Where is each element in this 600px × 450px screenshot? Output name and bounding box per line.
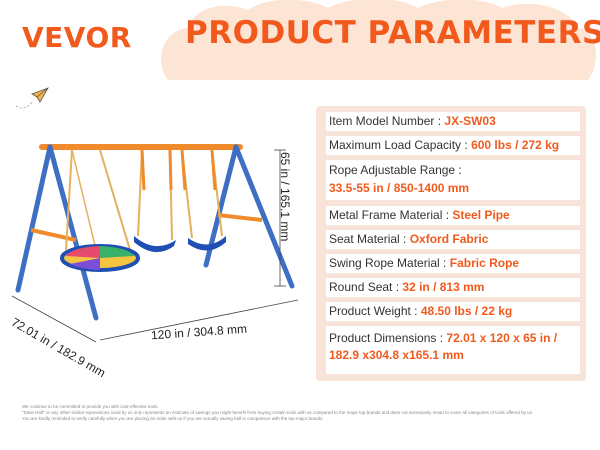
page-title: PRODUCT PARAMETERS: [185, 15, 600, 51]
spec-row-round-seat: Round Seat : 32 in / 813 mm: [326, 278, 580, 297]
spec-label: Round Seat :: [329, 280, 400, 294]
spec-row-frame: Metal Frame Material : Steel Pipe: [326, 206, 580, 225]
height-dimension-label: 65 in / 165.1 mm: [278, 152, 292, 242]
spec-row-model: Item Model Number : JX-SW03: [326, 112, 580, 131]
disclaimer-line: You are kindly reminded to verify carefu…: [22, 416, 324, 422]
spec-value: JX-SW03: [444, 114, 496, 128]
paper-plane-icon: [15, 87, 49, 109]
disclaimer-line: "Save Half" or any other similar express…: [22, 410, 534, 416]
spec-value: 33.5-55 in / 850-1400 mm: [329, 181, 470, 195]
spec-row-dimensions: Product Dimensions : 72.01 x 120 x 65 in…: [326, 326, 580, 374]
disclaimer-footer: We continue to be committed to provide y…: [22, 404, 582, 423]
spec-panel: Item Model Number : JX-SW03 Maximum Load…: [316, 106, 586, 381]
spec-row-rope-range: Rope Adjustable Range : 33.5-55 in / 850…: [326, 160, 580, 200]
spec-value: 72.01 x 120 x 65 in / 182.9 x304.8 x165.…: [329, 331, 558, 362]
vevor-logo: VEVOR: [22, 21, 132, 54]
swing-set-illustration: [11, 144, 299, 343]
spec-label: Swing Rope Material :: [329, 256, 447, 270]
spec-value: Steel Pipe: [452, 208, 510, 222]
spec-row-rope-material: Swing Rope Material : Fabric Rope: [326, 254, 580, 273]
title-cloud-banner: [160, 0, 597, 80]
spec-row-weight: Product Weight : 48.50 lbs / 22 kg: [326, 302, 580, 321]
spec-label: Rope Adjustable Range :: [329, 163, 462, 177]
spec-row-load: Maximum Load Capacity : 600 lbs / 272 kg: [326, 136, 580, 155]
spec-value: 48.50 lbs / 22 kg: [420, 304, 513, 318]
spec-value: 32 in / 813 mm: [402, 280, 485, 294]
spec-row-seat: Seat Material : Oxford Fabric: [326, 230, 580, 249]
spec-label: Product Weight :: [329, 304, 418, 318]
spec-value: Oxford Fabric: [409, 232, 489, 246]
spec-label: Item Model Number :: [329, 114, 442, 128]
spec-label: Metal Frame Material :: [329, 208, 450, 222]
spec-label: Maximum Load Capacity :: [329, 138, 468, 152]
spec-label: Product Dimensions :: [329, 331, 444, 345]
spec-label: Seat Material :: [329, 232, 407, 246]
disclaimer-line: We continue to be committed to provide y…: [22, 404, 159, 409]
spec-value: Fabric Rope: [449, 256, 520, 270]
spec-value: 600 lbs / 272 kg: [471, 138, 560, 152]
